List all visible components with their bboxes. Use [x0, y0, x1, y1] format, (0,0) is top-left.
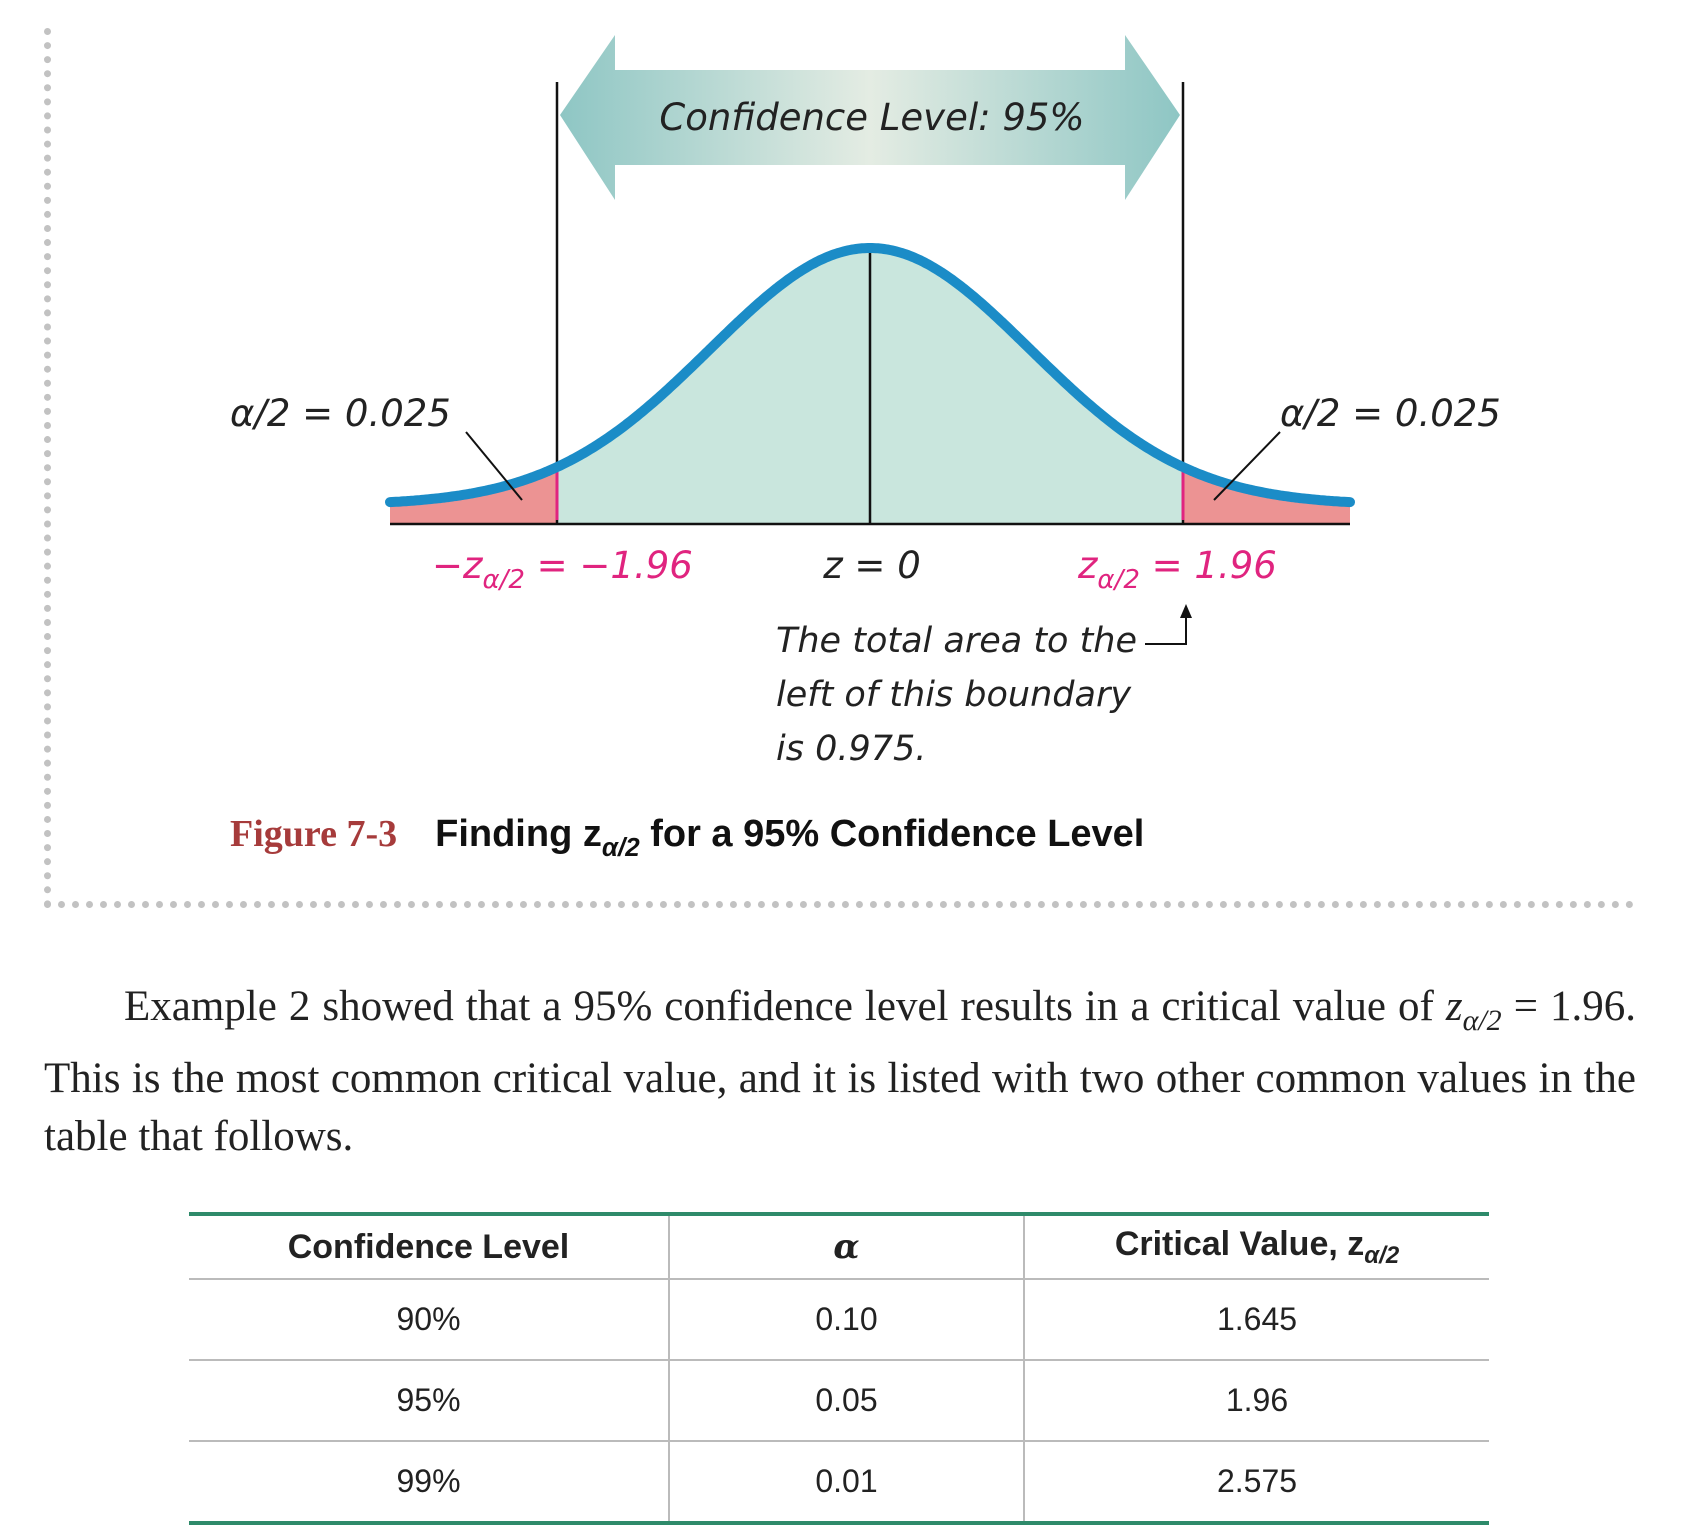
cell-critical-value: 1.645 — [1023, 1279, 1489, 1360]
header-confidence-level: Confidence Level — [189, 1214, 669, 1280]
figure-title: Finding zα/2 for a 95% Confidence Level — [435, 813, 1145, 862]
cell-alpha: 0.05 — [668, 1359, 1024, 1441]
normal-curve — [385, 243, 1355, 508]
right-tail-pointer — [1213, 431, 1281, 501]
table-row: 90% 0.10 1.645 — [189, 1279, 1489, 1360]
figure-frame — [44, 28, 1634, 908]
cell-critical-value: 2.575 — [1023, 1440, 1489, 1523]
cell-confidence-level: 95% — [189, 1359, 669, 1441]
header-critical-value: Critical Value, zα/2 — [1023, 1214, 1489, 1280]
cell-confidence-level: 90% — [396, 1301, 461, 1337]
critical-values-table: Confidence Level α Critical Value, zα/2 … — [189, 1212, 1489, 1525]
table-row: 99% 0.01 2.575 — [189, 1440, 1489, 1523]
note-line-2: left of this boundary — [776, 675, 1132, 715]
cell-alpha: 0.01 — [668, 1440, 1024, 1523]
confidence-level-arrow — [560, 35, 1180, 200]
note-arrowhead — [1180, 604, 1192, 618]
left-critical-label: −zα/2 = −1.96 — [432, 544, 693, 595]
cell-critical-value: 1.96 — [1023, 1359, 1489, 1441]
cell-confidence-level: 99% — [189, 1440, 669, 1523]
figure-caption: Figure 7-3 Finding zα/2 for a 95% Confide… — [230, 812, 1144, 863]
figure-number: Figure 7-3 — [230, 813, 398, 855]
normal-distribution-figure: Confidence Level: 95% α/2 = 0.025 α/2 = … — [230, 35, 1501, 769]
header-alpha: α — [668, 1214, 1024, 1280]
confidence-level-banner: Confidence Level: 95% — [659, 96, 1084, 139]
note-line-1: The total area to the — [776, 621, 1137, 661]
cell-alpha: 0.10 — [668, 1279, 1024, 1360]
table-row: 95% 0.05 1.96 — [189, 1359, 1489, 1441]
body-paragraph: Example 2 showed that a 95% confidence l… — [44, 983, 1636, 1160]
center-label: z = 0 — [822, 544, 921, 587]
note-line-3: is 0.975. — [776, 729, 926, 769]
right-tail-label: α/2 = 0.025 — [1280, 392, 1501, 435]
right-critical-label: zα/2 = 1.96 — [1077, 544, 1277, 595]
note-pointer-arrow — [1145, 614, 1187, 645]
left-tail-label: α/2 = 0.025 — [230, 392, 451, 435]
table-header-row: Confidence Level α Critical Value, zα/2 — [189, 1214, 1489, 1280]
left-tail-pointer — [465, 431, 523, 501]
